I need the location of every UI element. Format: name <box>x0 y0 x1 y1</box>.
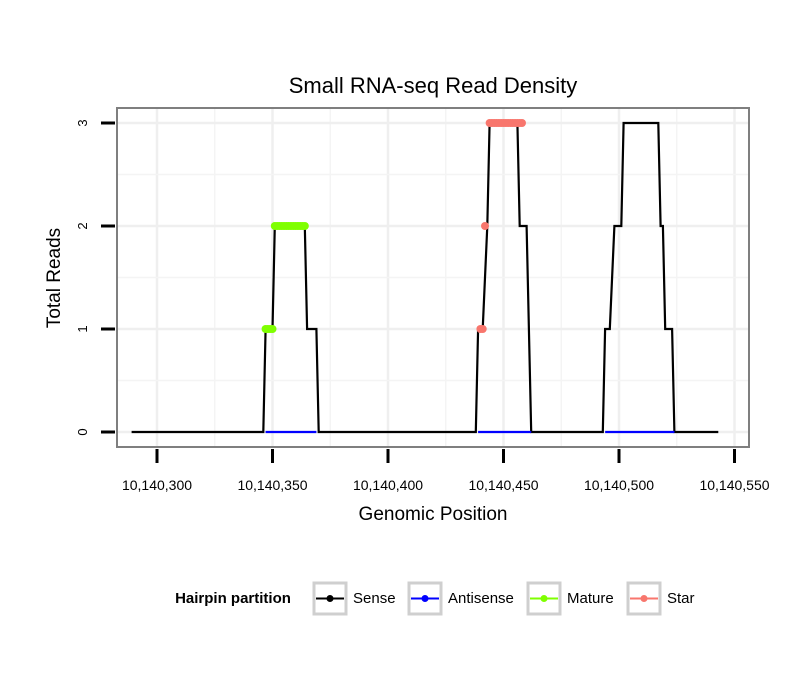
legend-label-antisense: Antisense <box>448 590 514 607</box>
x-tick-label: 10,140,400 <box>353 477 423 493</box>
legend-entries: Sense Antisense Mature Star <box>312 581 695 616</box>
legend-entry-antisense: Antisense <box>407 581 514 616</box>
x-axis-label: Genomic Position <box>359 504 508 525</box>
x-tick-label: 10,140,500 <box>584 477 654 493</box>
y-axis-label: Total Reads <box>44 228 65 328</box>
x-tick-label: 10,140,450 <box>468 477 538 493</box>
legend-dot-mature <box>540 595 548 602</box>
y-tick-label: 2 <box>75 222 90 229</box>
legend: Hairpin partition Sense Antisense Mature St… <box>175 581 695 616</box>
mature-series-point <box>300 222 309 230</box>
legend-label-sense: Sense <box>353 590 396 607</box>
legend-entry-star: Star <box>626 581 695 616</box>
legend-entry-sense: Sense <box>312 581 396 616</box>
plot-border <box>116 107 750 448</box>
x-tick-label: 10,140,550 <box>699 477 769 493</box>
axes-layer: 10,140,300 10,140,350 10,140,400 10,140,450… <box>75 119 770 493</box>
legend-dot-star <box>640 595 648 602</box>
star-series-point <box>478 325 487 333</box>
legend-dot-sense <box>326 595 334 602</box>
legend-label-mature: Mature <box>567 590 614 607</box>
y-tick-label: 0 <box>75 428 90 435</box>
legend-label-star: Star <box>667 590 695 607</box>
y-tick-label: 3 <box>75 119 90 126</box>
star-series-point <box>517 119 526 127</box>
star-series-point <box>481 222 490 230</box>
series-layer <box>131 119 719 434</box>
legend-entry-mature: Mature <box>526 581 614 616</box>
x-tick-label: 10,140,300 <box>122 477 192 493</box>
mature-series-point <box>268 325 277 333</box>
legend-dot-antisense <box>421 595 429 602</box>
chart-title: Small RNA-seq Read Density <box>289 73 578 98</box>
y-tick-label: 1 <box>75 325 90 332</box>
legend-title: Hairpin partition <box>175 590 291 607</box>
x-tick-label: 10,140,350 <box>237 477 307 493</box>
